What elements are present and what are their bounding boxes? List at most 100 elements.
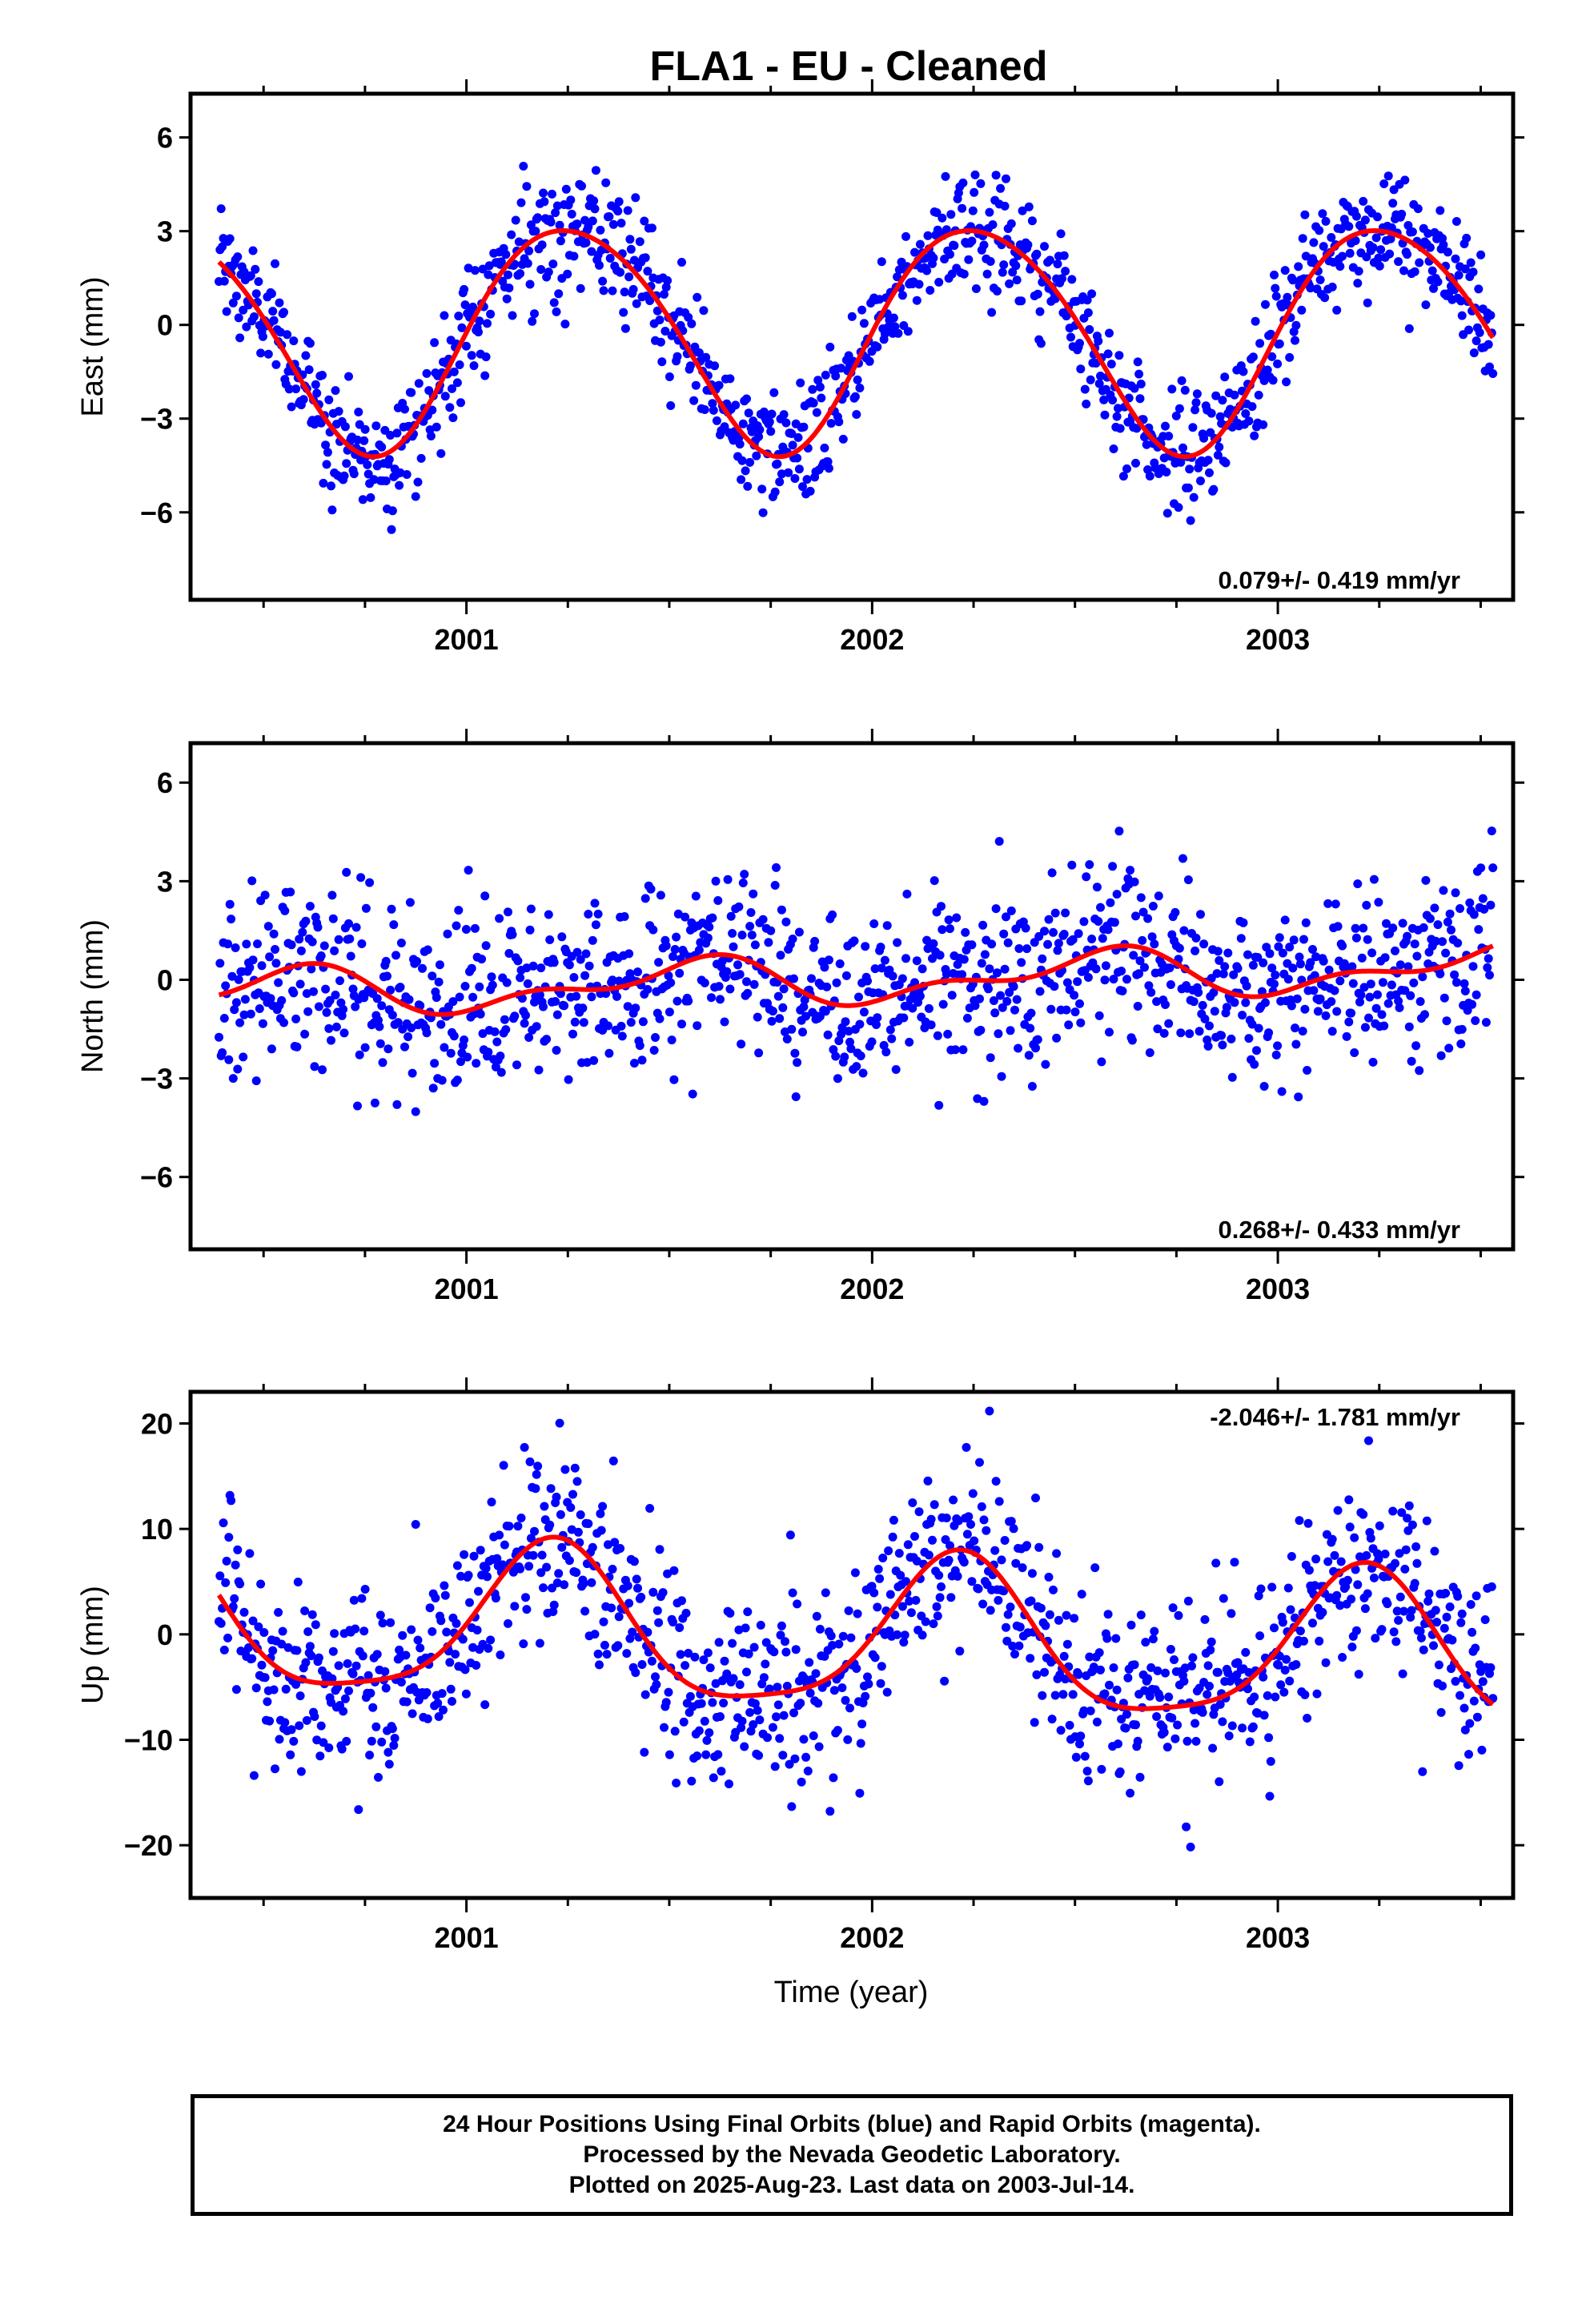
data-point: [723, 875, 733, 884]
data-point: [1199, 939, 1209, 949]
data-point: [590, 204, 600, 214]
data-point: [1442, 1612, 1452, 1622]
data-point: [265, 952, 275, 962]
data-point: [935, 951, 945, 960]
data-point: [556, 236, 565, 246]
data-point: [966, 1520, 975, 1529]
data-point: [1138, 935, 1147, 945]
data-point: [1208, 1743, 1218, 1753]
data-point: [1355, 997, 1364, 1007]
data-point: [1106, 898, 1115, 907]
data-point: [552, 1046, 561, 1055]
data-point: [1109, 1663, 1118, 1672]
data-point: [1103, 1610, 1113, 1619]
data-point: [331, 386, 340, 396]
data-point: [1376, 245, 1386, 255]
data-point: [513, 1522, 523, 1531]
data-point: [1412, 951, 1422, 961]
data-point: [334, 1661, 343, 1671]
data-point: [218, 242, 227, 251]
data-point: [295, 935, 304, 944]
y-tick-label: 3: [157, 215, 173, 248]
data-point: [826, 1631, 836, 1641]
data-point: [1100, 410, 1110, 420]
data-point: [1338, 251, 1347, 261]
data-point: [331, 991, 340, 999]
data-point: [564, 1556, 574, 1566]
data-point: [1047, 868, 1057, 878]
data-point: [796, 1699, 805, 1708]
data-point: [472, 1626, 482, 1634]
data-point: [1411, 1041, 1421, 1051]
data-point: [528, 1550, 538, 1560]
data-point: [1403, 221, 1413, 230]
x-tick-label: 2003: [1246, 1921, 1310, 1954]
data-point: [416, 453, 426, 463]
data-point: [616, 1021, 626, 1031]
data-point: [604, 1021, 612, 1031]
data-point: [1096, 372, 1105, 380]
data-point: [480, 891, 490, 901]
data-point: [685, 1691, 695, 1701]
data-point: [360, 1043, 370, 1052]
data-point: [475, 982, 484, 991]
y-tick-label: 6: [157, 122, 173, 155]
data-point: [1311, 952, 1321, 962]
data-point: [968, 206, 978, 215]
data-point: [572, 991, 581, 1001]
data-point: [484, 270, 493, 279]
data-point: [1478, 894, 1488, 903]
data-point: [1131, 911, 1140, 921]
data-point: [572, 1568, 581, 1578]
data-point: [381, 956, 391, 966]
data-point: [372, 1650, 382, 1659]
data-point: [685, 361, 695, 371]
data-point: [1145, 1048, 1154, 1057]
data-point: [1133, 1002, 1142, 1011]
data-point: [1255, 1631, 1265, 1641]
data-point: [1033, 1035, 1042, 1044]
data-point: [1380, 1550, 1390, 1558]
data-point: [620, 912, 629, 921]
data-point: [322, 460, 331, 469]
data-point: [1183, 1596, 1193, 1606]
data-point: [491, 1062, 500, 1072]
data-point: [978, 920, 988, 930]
data-point: [937, 902, 946, 911]
data-point: [1052, 1033, 1062, 1043]
data-point: [526, 1534, 536, 1543]
data-point: [1100, 975, 1110, 985]
data-point: [1321, 1011, 1331, 1020]
data-point: [1103, 349, 1113, 359]
data-point: [805, 486, 815, 496]
data-point: [1472, 336, 1481, 346]
data-point: [1218, 1717, 1227, 1727]
data-point: [669, 952, 677, 961]
data-point: [564, 960, 574, 970]
data-point: [1010, 1650, 1019, 1659]
data-point: [248, 1616, 258, 1626]
data-point: [346, 951, 355, 961]
data-point: [1142, 440, 1151, 449]
data-point: [428, 971, 437, 981]
data-point: [576, 283, 585, 293]
data-point: [889, 1515, 898, 1525]
data-point: [1301, 918, 1311, 927]
data-point: [1083, 1776, 1093, 1786]
data-point: [991, 1477, 1001, 1486]
data-point: [1468, 962, 1478, 971]
data-point: [1359, 983, 1369, 992]
data-point: [322, 1007, 331, 1017]
data-point: [831, 372, 841, 380]
y-tick-label: −20: [124, 1829, 173, 1862]
data-point: [961, 927, 970, 937]
data-point: [1233, 963, 1243, 973]
data-point: [422, 1028, 432, 1038]
data-point: [520, 1442, 529, 1452]
data-point: [946, 210, 956, 219]
data-point: [402, 1697, 412, 1707]
data-point: [828, 910, 837, 919]
data-point: [1285, 1676, 1295, 1686]
data-point: [522, 182, 532, 191]
data-point: [1453, 939, 1463, 948]
